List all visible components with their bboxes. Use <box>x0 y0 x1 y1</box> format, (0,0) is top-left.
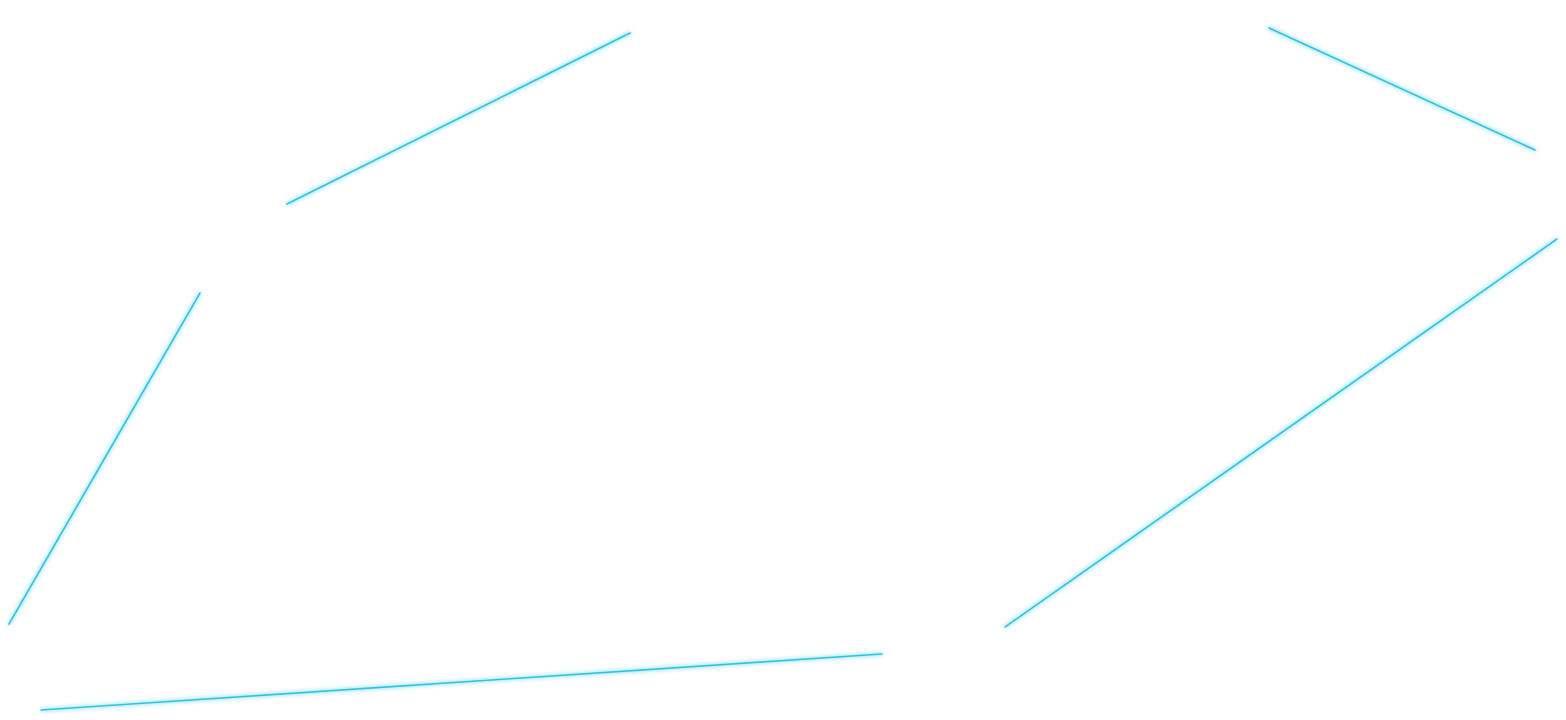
line-segment-1 <box>286 32 631 205</box>
line-segment-3 <box>1268 27 1536 151</box>
line-segment-4 <box>1004 238 1558 628</box>
line-segment-5 <box>40 653 883 711</box>
line-segment-6 <box>8 292 201 625</box>
